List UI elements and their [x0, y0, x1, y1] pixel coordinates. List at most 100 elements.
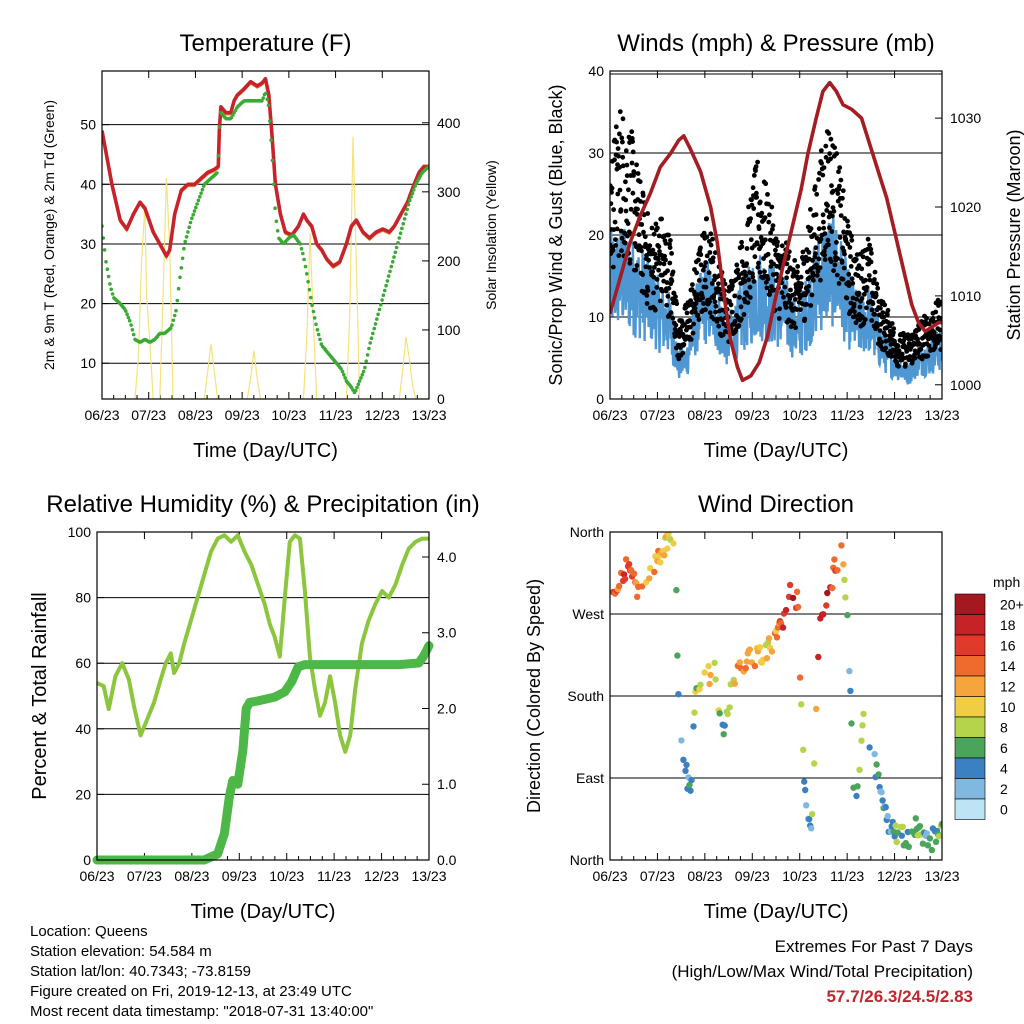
gust-point [750, 185, 756, 191]
gust-point [710, 255, 716, 261]
legend-label: 0 [1000, 801, 1008, 817]
gust-point [828, 136, 834, 142]
dewpoint-point [353, 388, 358, 393]
precipitation-line [92, 641, 434, 865]
gust-point [837, 165, 843, 171]
dewpoint-point [405, 207, 410, 212]
gust-point [651, 231, 657, 237]
gust-point [687, 324, 693, 330]
gust-point [661, 261, 667, 267]
gust-point [939, 301, 942, 307]
direction-point [675, 691, 682, 698]
gust-point [849, 233, 854, 239]
direction-point [834, 567, 841, 574]
gust-point [816, 177, 821, 182]
gust-point [763, 237, 768, 243]
gust-point [791, 320, 797, 326]
gust-point [643, 264, 649, 270]
gust-point [873, 293, 879, 298]
temp-ytick-label: 30 [80, 236, 96, 252]
dewpoint-point [270, 158, 275, 163]
wind-xtick-label: 07/23 [640, 407, 675, 423]
dewpoint-point [400, 226, 404, 231]
gust-point [838, 177, 844, 183]
legend-swatch [954, 655, 986, 677]
gust-point [774, 271, 779, 277]
dewpoint-points [102, 91, 429, 395]
gust-point [808, 226, 814, 232]
dewpoint-point [393, 250, 398, 255]
dewpoint-point [360, 372, 365, 377]
direction-point [858, 737, 865, 744]
gust-point [739, 244, 745, 250]
direction-point [854, 783, 861, 790]
gust-point [770, 226, 775, 232]
gust-point [752, 254, 758, 260]
rh-ytick-label: 60 [75, 655, 91, 671]
legend-label: 14 [1000, 658, 1016, 674]
wind-frame [609, 70, 943, 400]
dewpoint-point [198, 195, 202, 199]
gust-point [779, 243, 785, 249]
direction-point [720, 731, 727, 738]
gust-point [614, 139, 619, 145]
dewpoint-point [178, 275, 182, 280]
gust-point [631, 170, 637, 176]
direction-point [899, 823, 906, 830]
gust-point [654, 277, 660, 282]
gust-point [698, 245, 703, 251]
gust-point [617, 187, 623, 193]
gust-point [814, 273, 820, 278]
gust-point [765, 251, 771, 257]
direction-point [841, 576, 848, 583]
direction-point [646, 575, 653, 582]
direction-point [853, 792, 860, 800]
dewpoint-point [412, 187, 416, 192]
rh-ytick-label: 40 [75, 721, 91, 737]
gust-point [695, 292, 701, 298]
dewpoint-point [301, 251, 305, 256]
gust-point [830, 188, 836, 194]
direction-point [742, 665, 749, 672]
gust-point [808, 207, 813, 212]
dewpoint-point [108, 282, 112, 286]
dewpoint-point [274, 219, 279, 224]
gust-point [629, 129, 635, 135]
gust-point [664, 302, 670, 308]
dewpoint-point [192, 209, 197, 213]
gust-point [737, 294, 742, 300]
gust-point [793, 325, 798, 331]
legend-label: 6 [1000, 740, 1008, 756]
temp-title: Temperature (F) [179, 30, 351, 57]
gust-point [800, 249, 806, 255]
gust-point [751, 173, 757, 178]
gust-point [656, 244, 662, 250]
direction-point [813, 705, 820, 713]
dewpoint-point [183, 239, 187, 244]
gust-point [868, 259, 874, 265]
direction-point [726, 704, 733, 711]
gust-point [835, 191, 841, 197]
gust-point [620, 116, 626, 122]
direction-point [824, 589, 831, 597]
wind-xtick-label: 13/23 [924, 407, 959, 423]
direction-point [688, 776, 695, 784]
gust-point [619, 235, 625, 241]
dir-xtick-label: 08/23 [687, 868, 722, 884]
direction-point [661, 552, 668, 559]
gust-point [813, 245, 819, 251]
gust-point [795, 269, 800, 275]
gust-point [862, 317, 868, 322]
direction-point [829, 584, 836, 592]
gust-point [885, 312, 890, 318]
direction-point [789, 594, 797, 602]
legend-label: 18 [1000, 617, 1016, 633]
direction-point [765, 635, 773, 642]
direction-point [932, 838, 940, 845]
dewpoint-point [379, 303, 383, 307]
gust-point [681, 342, 687, 347]
legend-swatch [954, 716, 986, 738]
rh-xtick-label: 08/23 [174, 868, 209, 884]
dewpoint-point [106, 274, 111, 279]
direction-point [815, 653, 822, 661]
